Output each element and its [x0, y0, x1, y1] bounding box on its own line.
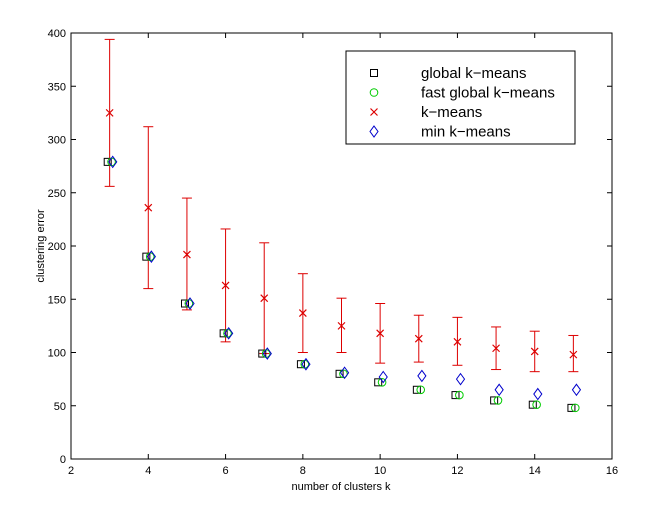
diamond-marker — [185, 297, 195, 310]
y-tick-label: 0 — [60, 454, 66, 466]
legend-label: k−means — [421, 104, 482, 121]
x-tick-label: 6 — [223, 465, 229, 477]
diamond-marker — [262, 347, 272, 360]
diamond-marker — [571, 383, 582, 397]
legend-label: min k−means — [421, 124, 511, 141]
square-marker — [374, 378, 383, 387]
x-tick-label: 10 — [374, 465, 386, 477]
x-marker — [144, 203, 153, 212]
legend-diamond-marker — [369, 125, 379, 138]
x-tick-label: 4 — [145, 465, 151, 477]
x-axis-label: number of clusters k — [291, 481, 391, 493]
diamond-marker — [417, 369, 427, 383]
x-tick-label: 16 — [606, 465, 618, 477]
y-tick-label: 200 — [48, 241, 66, 253]
y-tick-label: 300 — [48, 135, 66, 147]
diamond-marker — [339, 366, 350, 380]
x-tick-label: 2 — [68, 465, 74, 477]
circle-marker — [416, 385, 426, 395]
x-tick-label: 8 — [300, 465, 306, 477]
square-marker — [219, 329, 228, 338]
square-marker — [528, 400, 537, 409]
x-marker — [414, 334, 423, 343]
x-marker — [221, 281, 230, 290]
square-marker — [142, 252, 151, 261]
legend-label: global k−means — [421, 65, 526, 82]
legend: global k−means fast global k−means k−means… — [345, 50, 576, 145]
circle-marker — [455, 390, 464, 400]
square-marker — [296, 360, 305, 369]
diamond-marker — [533, 387, 543, 401]
circle-marker — [570, 403, 580, 413]
circle-marker — [377, 378, 387, 387]
diamond-marker — [108, 155, 118, 169]
legend-circle-marker — [369, 88, 379, 97]
square-marker — [180, 299, 189, 308]
x-marker — [105, 108, 114, 117]
diamond-marker — [224, 326, 234, 340]
x-marker — [453, 337, 462, 346]
diamond-marker — [146, 250, 156, 264]
x-marker — [569, 350, 578, 359]
y-tick-label: 100 — [48, 348, 66, 360]
legend-square-marker — [370, 69, 378, 77]
x-marker — [492, 344, 500, 353]
y-tick-label: 150 — [48, 294, 66, 306]
x-marker — [337, 321, 346, 330]
diamond-marker — [301, 357, 311, 371]
x-marker — [298, 309, 307, 318]
x-marker — [530, 347, 539, 356]
y-tick-label: 50 — [54, 401, 66, 413]
x-tick-label: 14 — [529, 465, 541, 477]
x-marker — [376, 329, 385, 338]
y-axis-label: clustering error — [35, 209, 47, 283]
legend-x-marker — [370, 108, 378, 116]
diamond-marker — [378, 370, 388, 384]
square-marker — [335, 369, 344, 378]
circle-marker — [532, 400, 541, 409]
x-tick-label: 12 — [451, 465, 463, 477]
y-tick-label: 250 — [48, 188, 66, 200]
square-marker — [451, 391, 460, 400]
diamond-marker — [455, 372, 466, 386]
square-marker — [490, 396, 499, 405]
legend-box — [345, 50, 576, 145]
square-marker — [567, 403, 576, 412]
square-marker — [258, 349, 267, 358]
x-marker — [183, 250, 191, 259]
diamond-marker — [494, 383, 504, 397]
x-marker — [260, 294, 269, 303]
square-marker — [103, 157, 112, 166]
legend-label: fast global k−means — [421, 85, 555, 102]
y-tick-label: 400 — [48, 28, 66, 40]
y-tick-label: 350 — [48, 81, 66, 93]
data-markers — [103, 108, 582, 413]
circle-marker — [493, 396, 503, 405]
axis-ticks: 2 4 6 8 10 12 14 16 0 50 100 150 200 250 300 350 400 — [48, 28, 618, 477]
square-marker — [412, 385, 421, 394]
